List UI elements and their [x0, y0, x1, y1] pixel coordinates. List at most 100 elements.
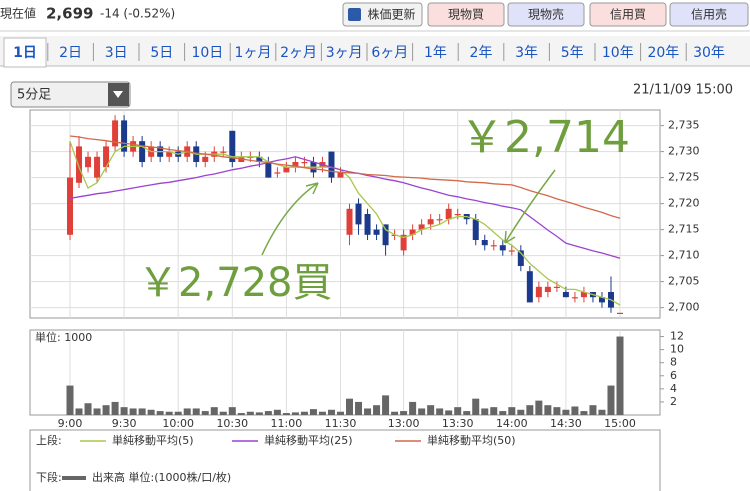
tab[interactable]: 5日	[150, 45, 173, 61]
candle-body	[166, 151, 173, 157]
candle-body	[409, 229, 416, 235]
legend	[29, 429, 661, 491]
legend-upper-label: 上段:	[36, 433, 62, 447]
candle-body	[400, 234, 407, 251]
candle-body	[481, 240, 488, 246]
tab[interactable]: 30年	[693, 45, 725, 61]
candle-body	[355, 203, 362, 225]
candle-body	[112, 120, 119, 147]
tab-selected	[3, 37, 47, 68]
volume-bar	[499, 411, 507, 415]
volume-bar	[553, 407, 561, 415]
candle-body	[382, 224, 389, 246]
legend-lower-label: 下段:	[36, 470, 62, 484]
volume-bar	[309, 409, 317, 415]
current-price: 2,699	[46, 5, 93, 23]
tab[interactable]: 1日	[13, 45, 37, 61]
volume-bar	[66, 385, 74, 415]
volume-bar	[138, 408, 146, 415]
y-tick-label: 2,735	[668, 119, 700, 132]
y-tick-label: 2,700	[668, 301, 700, 314]
y-tick-label: 2,725	[668, 171, 700, 184]
candle-body	[76, 146, 83, 183]
unit-label: 単位: 1000	[35, 330, 92, 344]
button-label: 現物買	[448, 8, 484, 22]
candle-body	[229, 130, 236, 162]
candle-body	[283, 167, 290, 173]
candle-body	[535, 286, 542, 298]
x-tick-label: 13:00	[388, 417, 420, 430]
tab[interactable]: 2ヶ月	[280, 45, 317, 61]
candle-body	[508, 250, 515, 252]
candle-body	[220, 151, 227, 153]
y-tick-label: 8	[670, 356, 677, 369]
tab[interactable]: 5年	[561, 45, 584, 61]
y-tick-label: 2	[670, 395, 677, 408]
x-tick-label: 15:00	[604, 417, 636, 430]
candle-body	[364, 214, 371, 235]
candle-body	[94, 156, 101, 178]
candle-body	[544, 286, 551, 292]
moving-average	[69, 156, 621, 259]
volume-bar	[481, 408, 489, 415]
button[interactable]	[342, 2, 423, 27]
volume-bar	[219, 411, 227, 415]
legend-label: 単純移動平均(50)	[427, 433, 516, 447]
arrow	[261, 182, 319, 256]
tab[interactable]: 10年	[602, 45, 634, 61]
volume-bar	[409, 401, 417, 415]
grid: 2,700 2,705 2,710 2,715 2,720 2,725 2,730 2,735…	[30, 110, 700, 430]
x-tick-label: 10:30	[216, 417, 248, 430]
arrow-head	[504, 230, 516, 244]
volume-bar	[526, 405, 534, 415]
tab[interactable]: 3ヶ月	[326, 45, 363, 61]
volume-bar	[616, 336, 624, 415]
interval-select[interactable]	[10, 81, 131, 108]
candle-body	[427, 219, 434, 225]
moving-average	[69, 140, 621, 306]
tab[interactable]: 2年	[470, 45, 493, 61]
volume-bar	[373, 405, 381, 415]
volume-bar	[291, 412, 299, 415]
tab[interactable]: 20年	[647, 45, 679, 61]
candle-body	[103, 146, 110, 168]
y-tick-label: 12	[670, 330, 684, 343]
candle-body	[436, 219, 443, 221]
tab[interactable]: 3年	[515, 45, 538, 61]
volume-bar	[111, 401, 119, 415]
button[interactable]	[507, 2, 585, 27]
button[interactable]	[669, 2, 749, 27]
volume-bar	[300, 411, 308, 415]
candle-body	[490, 245, 497, 247]
tab[interactable]: 1ヶ月	[235, 45, 272, 61]
volume-bar	[183, 408, 191, 415]
x-tick-label: 11:00	[271, 417, 303, 430]
volume-bar	[508, 407, 516, 415]
y-tick-label: 4	[670, 382, 677, 395]
tab[interactable]: 2日	[59, 45, 82, 61]
button-label: 信用売	[691, 7, 727, 22]
button[interactable]	[427, 2, 505, 27]
volume-bar	[120, 407, 128, 415]
x-tick-label: 14:00	[496, 417, 528, 430]
volume-bar	[607, 385, 615, 415]
tab[interactable]: 6ヶ月	[371, 45, 408, 61]
button[interactable]	[589, 2, 667, 27]
volume-bar	[336, 411, 344, 415]
volume-bar	[463, 411, 471, 415]
candle-body	[562, 292, 569, 298]
tab[interactable]: 3日	[105, 45, 128, 61]
candle-body	[373, 229, 380, 235]
volume-bar	[102, 405, 110, 415]
volume-bar	[382, 395, 390, 415]
volume-bar	[273, 409, 281, 415]
candle-body	[139, 141, 146, 162]
select-arrow	[113, 91, 123, 98]
volume-bar	[75, 408, 83, 415]
x-tick-label: 10:00	[162, 417, 194, 430]
candle-body	[85, 156, 92, 168]
interval-label: 5分足	[17, 88, 51, 103]
tab[interactable]: 1年	[424, 45, 447, 61]
volume-bar	[318, 411, 326, 415]
tab[interactable]: 10日	[191, 45, 223, 61]
